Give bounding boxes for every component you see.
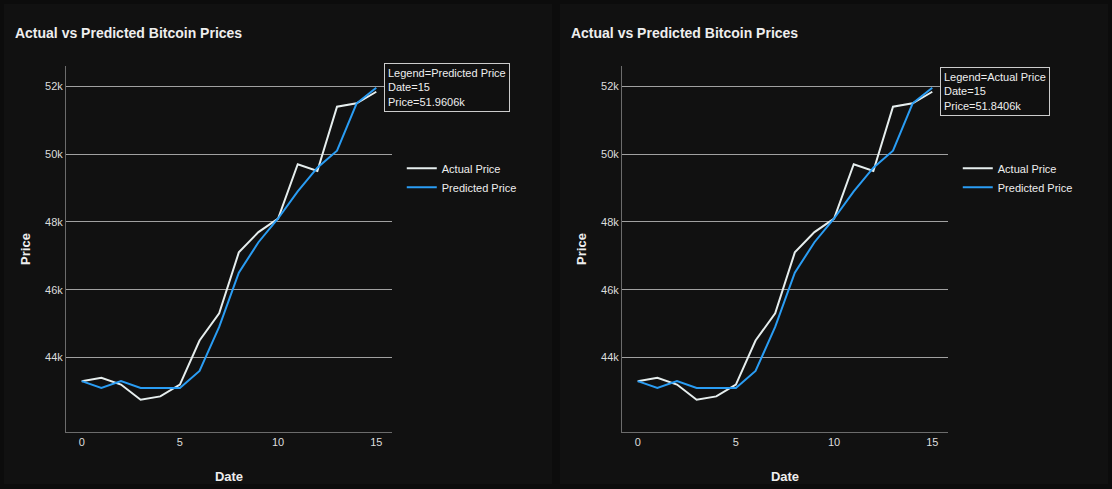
svg-text:52k: 52k	[45, 80, 63, 92]
svg-text:Date: Date	[771, 469, 799, 484]
svg-text:Predicted Price: Predicted Price	[442, 182, 517, 194]
svg-text:Legend=Actual PriceDate=15Pric: Legend=Actual PriceDate=15Price=51.8406k	[944, 71, 1046, 112]
svg-text:Actual vs Predicted Bitcoin Pr: Actual vs Predicted Bitcoin Prices	[15, 25, 242, 41]
svg-text:44k: 44k	[601, 351, 619, 363]
svg-text:Legend=Predicted PriceDate=15P: Legend=Predicted PriceDate=15Price=51.96…	[388, 67, 506, 108]
svg-text:15: 15	[370, 436, 382, 448]
svg-text:Price: Price	[18, 233, 33, 265]
svg-text:5: 5	[177, 436, 183, 448]
svg-text:10: 10	[272, 436, 284, 448]
svg-text:50k: 50k	[601, 148, 619, 160]
svg-text:Date: Date	[215, 469, 243, 484]
svg-text:0: 0	[79, 436, 85, 448]
svg-text:46k: 46k	[601, 284, 619, 296]
svg-text:Price: Price	[574, 233, 589, 265]
svg-text:Actual Price: Actual Price	[998, 163, 1057, 175]
svg-text:46k: 46k	[45, 284, 63, 296]
svg-text:Actual Price: Actual Price	[442, 163, 501, 175]
svg-text:Actual vs Predicted Bitcoin Pr: Actual vs Predicted Bitcoin Prices	[571, 25, 798, 41]
svg-text:0: 0	[635, 436, 641, 448]
svg-text:15: 15	[926, 436, 938, 448]
svg-text:50k: 50k	[45, 148, 63, 160]
svg-text:44k: 44k	[45, 351, 63, 363]
svg-text:Predicted Price: Predicted Price	[998, 182, 1073, 194]
svg-text:48k: 48k	[601, 216, 619, 228]
svg-text:48k: 48k	[45, 216, 63, 228]
svg-text:10: 10	[828, 436, 840, 448]
svg-text:52k: 52k	[601, 80, 619, 92]
svg-text:5: 5	[733, 436, 739, 448]
